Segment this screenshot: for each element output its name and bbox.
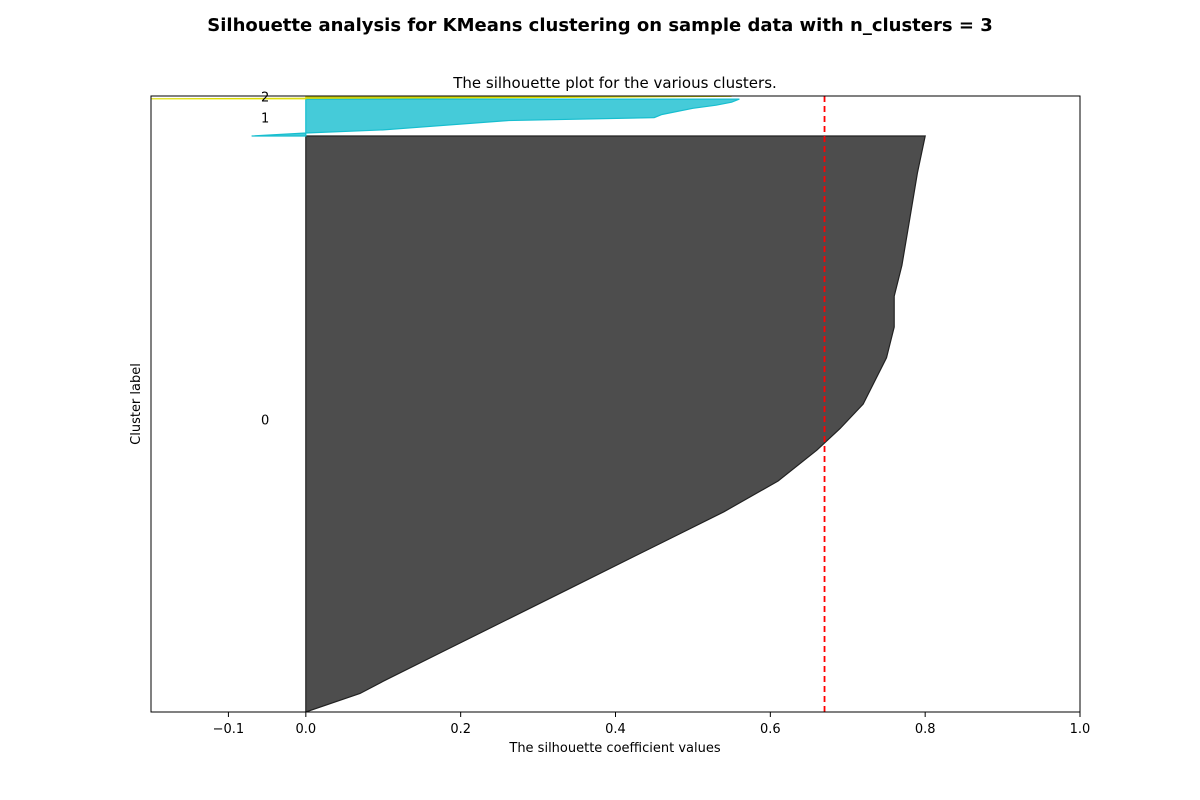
x-axis-label: The silhouette coefficient values [508, 741, 720, 756]
cluster-label-2: 2 [261, 91, 269, 106]
x-tick-label: 0.2 [450, 722, 471, 737]
x-tick-label: 1.0 [1070, 722, 1091, 737]
cluster-label-1: 1 [261, 112, 269, 127]
x-axis: −0.1 0.0 0.2 0.4 0.6 0.8 1.0 [213, 712, 1091, 737]
x-tick-label: 0.6 [760, 722, 781, 737]
silhouette-cluster-1 [251, 98, 740, 137]
silhouette-cluster-2 [151, 96, 732, 100]
plot-marks [151, 96, 926, 712]
figure-suptitle: Silhouette analysis for KMeans clusterin… [207, 15, 992, 36]
cluster-label-0: 0 [261, 413, 269, 428]
x-tick-label: 0.4 [605, 722, 626, 737]
y-axis-label: Cluster label [129, 363, 144, 445]
silhouette-cluster-0 [305, 135, 926, 712]
x-tick-label: −0.1 [213, 722, 245, 737]
chart-title: The silhouette plot for the various clus… [452, 74, 777, 92]
x-tick-label: 0.0 [295, 722, 316, 737]
plot-area: 0 1 2 [151, 91, 926, 712]
x-tick-label: 0.8 [915, 722, 936, 737]
